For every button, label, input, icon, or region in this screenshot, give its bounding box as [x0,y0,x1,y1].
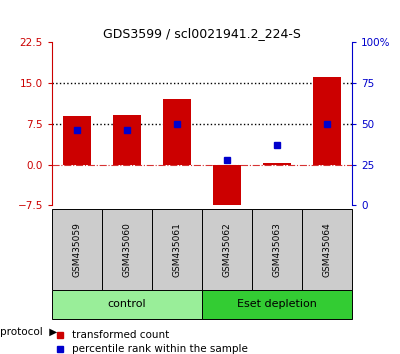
Bar [313,77,341,165]
Bar [302,209,352,290]
Bar [202,290,352,319]
Text: GSM435062: GSM435062 [222,222,232,277]
Bar [63,116,91,165]
Text: protocol  ▶: protocol ▶ [0,327,57,337]
Bar [52,290,202,319]
Bar [113,115,141,165]
Text: percentile rank within the sample: percentile rank within the sample [72,344,248,354]
Text: GSM435059: GSM435059 [72,222,82,277]
Bar [152,209,202,290]
Text: control: control [108,299,146,309]
Text: Eset depletion: Eset depletion [237,299,317,309]
Bar [252,209,302,290]
Bar [163,99,191,165]
Title: GDS3599 / scl0021941.2_224-S: GDS3599 / scl0021941.2_224-S [103,27,301,40]
Bar [213,165,241,211]
Text: GSM435064: GSM435064 [322,222,332,277]
Bar [202,209,252,290]
Text: transformed count: transformed count [72,330,169,340]
Text: GSM435060: GSM435060 [122,222,132,277]
Bar [263,163,291,165]
Bar [102,209,152,290]
Bar [52,209,102,290]
Text: GSM435063: GSM435063 [272,222,282,277]
Text: GSM435061: GSM435061 [172,222,182,277]
